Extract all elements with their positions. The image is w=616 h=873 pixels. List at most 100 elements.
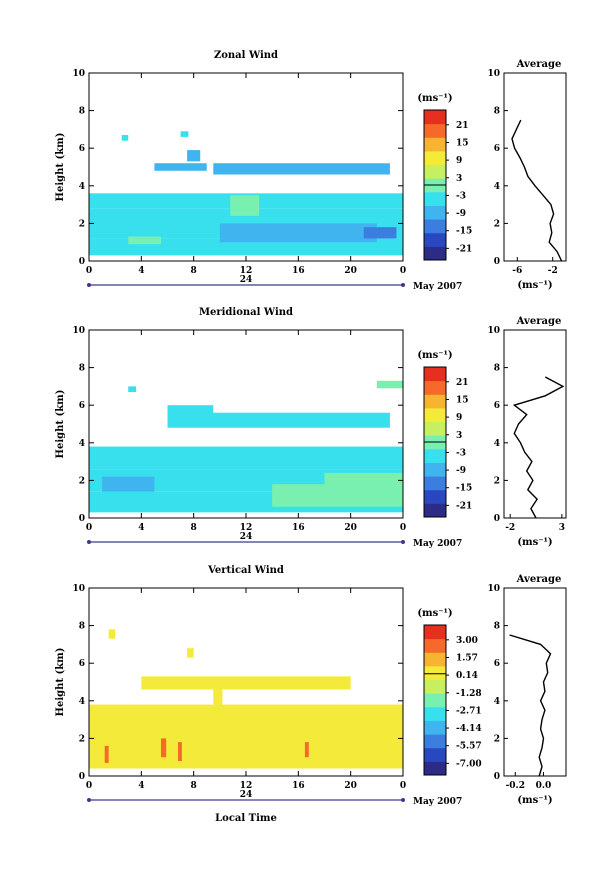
average-title: Average: [516, 574, 562, 585]
y-tick-label: 0: [79, 772, 85, 782]
heatmap-cell: [219, 223, 377, 243]
colorbar-segment: [424, 462, 446, 477]
colorbar-tick-label: -9: [456, 209, 466, 219]
colorbar-tick-label: -4.14: [456, 724, 482, 734]
heatmap-cell: [213, 163, 390, 175]
panel-title: Vertical Wind: [207, 565, 284, 576]
x-tick-label: 0: [400, 781, 406, 791]
colorbar-tick-label: 3.00: [456, 636, 478, 646]
average-y-tick-label: 0: [494, 772, 500, 782]
average-y-tick-label: 0: [494, 257, 500, 267]
colorbar-tick-label: 15: [456, 138, 469, 148]
y-tick-label: 6: [79, 659, 85, 669]
colorbar-segment: [424, 734, 446, 749]
heatmap-cell: [128, 386, 137, 393]
x-tick-label: 12: [240, 781, 253, 791]
average-frame: [503, 72, 567, 262]
x-tick-label: 0: [86, 523, 92, 533]
colorbar-tick-label: -1.28: [456, 689, 482, 699]
average-title: Average: [516, 316, 562, 327]
colorbar-segment: [424, 706, 446, 721]
y-tick-label: 4: [79, 697, 85, 707]
heatmap-cell: [167, 412, 390, 428]
colorbar-segment: [424, 476, 446, 491]
colorbar-tick-label: 21: [456, 121, 469, 131]
heatmap-cell: [89, 446, 403, 470]
x-tick-label: 16: [292, 523, 305, 533]
colorbar-tick-label: -3: [456, 191, 466, 201]
date-bar-marker: [401, 798, 405, 802]
colorbar-segment: [424, 164, 446, 179]
average-y-tick-label: 8: [494, 107, 500, 117]
x-tick-label: 0: [86, 266, 92, 276]
date-bar-marker: [87, 283, 91, 287]
colorbar-segment: [424, 652, 446, 667]
average-x-tick-label: 0.0: [536, 781, 552, 791]
colorbar-tick-label: 9: [456, 413, 462, 423]
average-profile-line: [511, 119, 563, 262]
heatmap-cell: [154, 163, 207, 171]
colorbar-tick-label: -5.57: [456, 742, 482, 752]
panel-title: Zonal Wind: [214, 50, 278, 61]
average-x-label: (ms⁻¹): [517, 795, 552, 806]
heatmap-cell: [187, 150, 201, 162]
colorbar-tick-label: 15: [456, 395, 469, 405]
colorbar-tick-label: -15: [456, 484, 472, 494]
average-x-tick-label: -0.2: [506, 781, 525, 791]
average-y-tick-label: 4: [494, 439, 500, 449]
y-tick-label: 10: [72, 584, 85, 594]
y-tick-label: 4: [79, 182, 85, 192]
colorbar-tick-label: -21: [456, 244, 472, 254]
average-y-tick-label: 10: [487, 326, 500, 336]
colorbar-tick-label: 9: [456, 156, 462, 166]
x-tick-label: 4: [138, 523, 144, 533]
average-x-tick-label: -2: [505, 523, 515, 533]
colorbar-segment: [424, 205, 446, 220]
month-label: May 2007: [413, 282, 462, 292]
heatmap-cell: [141, 676, 351, 690]
average-x-label: (ms⁻¹): [517, 537, 552, 548]
date-label: 24: [240, 275, 253, 285]
colorbar-segment: [424, 394, 446, 409]
heatmap-cell: [121, 135, 129, 141]
colorbar-segment: [424, 489, 446, 504]
colorbar-segment: [424, 407, 446, 423]
heatmap-cell: [89, 238, 403, 256]
heatmap-cell: [102, 476, 155, 492]
date-label: 24: [240, 790, 253, 800]
average-y-tick-label: 8: [494, 364, 500, 374]
colorbar-segment: [424, 720, 446, 735]
heatmap-cell: [324, 472, 403, 500]
y-tick-label: 8: [79, 364, 85, 374]
average-y-tick-label: 2: [494, 476, 500, 486]
colorbar-segment: [424, 150, 446, 166]
colorbar-tick-label: 0.14: [456, 671, 478, 681]
y-tick-label: 0: [79, 514, 85, 524]
colorbar-segment: [424, 761, 446, 776]
y-tick-label: 2: [79, 219, 85, 229]
colorbar-segment: [424, 693, 446, 708]
x-tick-label: 12: [240, 523, 253, 533]
colorbar-segment: [424, 679, 446, 694]
heatmap-cell: [213, 689, 223, 705]
y-axis-label: Height (km): [55, 648, 66, 717]
average-y-tick-label: 2: [494, 734, 500, 744]
heatmap-cell: [230, 195, 260, 216]
y-tick-label: 2: [79, 476, 85, 486]
heatmap-cell: [167, 405, 214, 415]
colorbar-tick-label: 21: [456, 378, 469, 388]
colorbar-tick-label: -2.71: [456, 706, 482, 716]
date-bar-marker: [401, 540, 405, 544]
colorbar-tick-label: -15: [456, 227, 472, 237]
heatmap-cell: [304, 742, 309, 758]
date-bar-marker: [87, 798, 91, 802]
x-tick-label: 0: [400, 266, 406, 276]
y-tick-label: 6: [79, 144, 85, 154]
date-label: 24: [240, 532, 253, 542]
heatmap-cell: [104, 745, 109, 763]
colorbar-segment: [424, 191, 446, 206]
average-x-tick-label: -6: [512, 266, 522, 276]
average-y-tick-label: 2: [494, 219, 500, 229]
